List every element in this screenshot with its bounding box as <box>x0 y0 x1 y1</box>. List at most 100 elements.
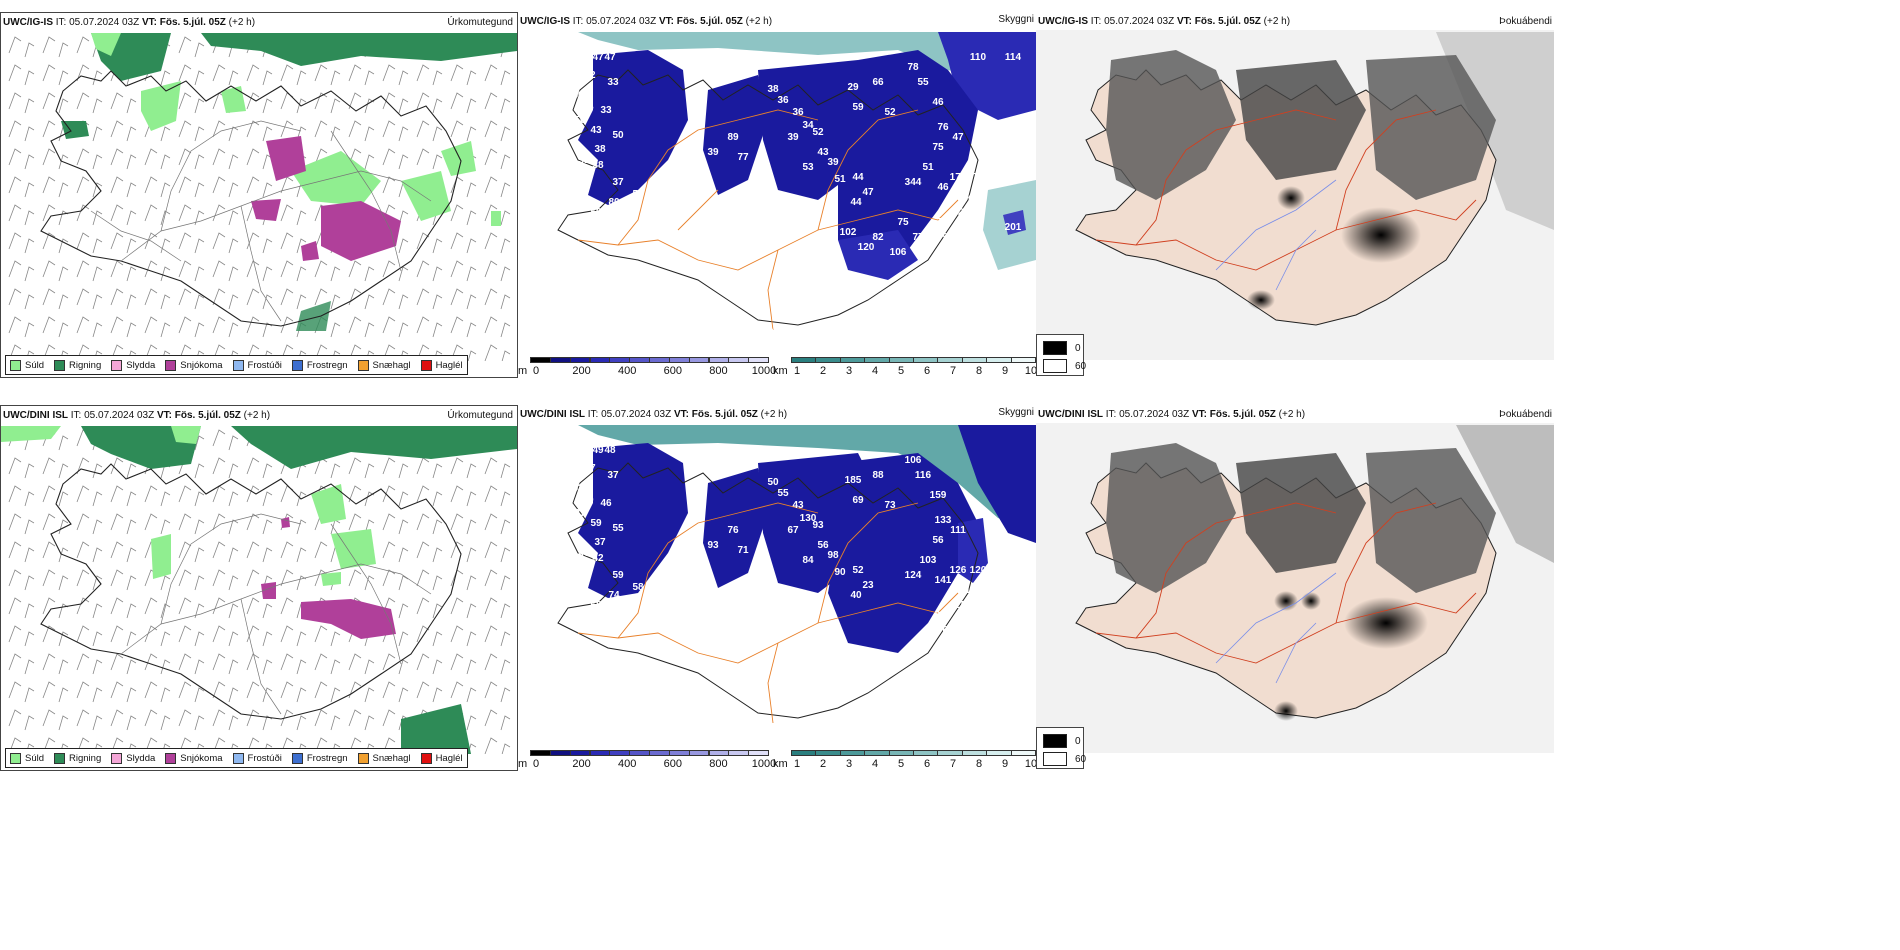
iceland-outline <box>40 463 462 720</box>
colorbar-tick-label: 8 <box>975 758 983 770</box>
colorbar-segment <box>549 750 571 756</box>
cloud-base-value: 23 <box>862 580 874 591</box>
fog-legend-item: 60 <box>1043 752 1086 766</box>
cloud-base-value: 36 <box>792 107 804 118</box>
colorbar-segment <box>986 750 1012 756</box>
colorbar-segment <box>530 357 551 363</box>
cloud-base-value: 114 <box>1005 52 1022 63</box>
precip-drizzle-areas <box>91 33 501 226</box>
legend-swatch <box>420 359 432 371</box>
cloud-base-colorbar: m 0 200 400 600 800 1000 <box>518 750 776 772</box>
cloud-base-value: 89 <box>572 610 584 621</box>
colorbar-segment <box>815 750 841 756</box>
colorbar-tick-label: 800 <box>709 758 728 770</box>
colorbar-segment <box>864 357 890 363</box>
fog-map[interactable] <box>1036 30 1554 360</box>
colorbar-segment <box>530 750 551 756</box>
cloud-base-value: 120 <box>858 242 875 253</box>
colorbar-tick-label: 1000 <box>751 365 777 377</box>
precip-legend: Súld Rigning Slydda Snjókoma Frostúði Fr… <box>5 748 468 768</box>
colorbar-tick-label: 600 <box>663 365 682 377</box>
cloud-base-value: 64 <box>962 192 974 203</box>
fog-legend-item: 0 <box>1043 341 1081 355</box>
fog-dark-areas <box>1106 443 1496 721</box>
cloud-base-value: 43 <box>792 500 804 511</box>
cloud-base-value: 43 <box>817 147 829 158</box>
legend-item: Frostregn <box>291 359 348 371</box>
cloud-base-value: 51 <box>922 162 934 173</box>
cloud-base-value: 201 <box>1005 222 1022 233</box>
cloud-base-value: 33 <box>600 105 612 116</box>
cloud-base-value: 55 <box>917 77 929 88</box>
precip-map[interactable] <box>1 31 517 361</box>
legend-item: Snjókoma <box>165 359 223 371</box>
cloud-base-value: 125 <box>950 600 967 611</box>
cloud-base-value: 141 <box>935 575 952 586</box>
cloud-base-value: 93 <box>707 540 719 551</box>
cloud-base-value: 58 <box>632 582 644 593</box>
precip-map[interactable] <box>1 424 517 754</box>
cloud-base-value: 29 <box>847 82 859 93</box>
cloud-base-value: 63 <box>942 625 954 636</box>
colorbar-tick-label: 0 <box>532 365 540 377</box>
fog-dark-areas <box>1106 50 1496 310</box>
cloud-base-value: 47 <box>592 52 604 63</box>
colorbar-tick-label: 5 <box>897 758 905 770</box>
colorbar-tick-label: 4 <box>871 758 879 770</box>
cloud-base-value: 56 <box>574 115 586 126</box>
cloud-base-value: 47 <box>952 132 964 143</box>
colorbar-tick-label: 7 <box>949 365 957 377</box>
cloud-base-value: 39 <box>827 157 839 168</box>
colorbar-segment <box>937 357 963 363</box>
legend-item: Haglél <box>420 359 463 371</box>
fog-legend-swatch <box>1043 752 1067 766</box>
colorbar-tick-label: 6 <box>923 365 931 377</box>
cloud-base-value: 52 <box>884 107 896 118</box>
cloud-base-value: 51 <box>578 155 590 166</box>
visibility-colorbar: km 1 2 3 4 5 6 7 8 9 10 <box>773 750 1036 772</box>
legend-swatch <box>232 359 244 371</box>
cloud-base-value: 50 <box>632 189 644 200</box>
colorbar-tick-label: 3 <box>845 758 853 770</box>
legend-swatch <box>420 752 432 764</box>
colorbar-segment <box>986 357 1012 363</box>
cloud-base-value: 76 <box>937 217 949 228</box>
colorbar-tick-label: 9 <box>1001 365 1009 377</box>
legend-swatch <box>291 359 303 371</box>
fog-legend: 0 60 <box>1036 334 1086 376</box>
panel-title: UWC/IG-IS IT: 05.07.2024 03Z VT: Fös. 5.… <box>3 17 256 28</box>
fog-legend: 0 60 <box>1036 727 1086 769</box>
colorbar-tick-label: 7 <box>949 758 957 770</box>
panel-title: UWC/DINI ISL IT: 05.07.2024 03Z VT: Fös.… <box>520 409 788 420</box>
legend-swatch <box>111 359 123 371</box>
colorbar-segment <box>888 357 914 363</box>
colorbar-segment <box>728 357 750 363</box>
fog-map[interactable] <box>1036 423 1554 753</box>
visibility-areas <box>578 425 1036 543</box>
colorbar-segment <box>609 357 631 363</box>
colorbar-tick-label: 1 <box>793 758 801 770</box>
cloud-base-value: 120 <box>970 565 987 576</box>
fog-legend-swatch <box>1043 359 1067 373</box>
legend-item: Slydda <box>111 752 155 764</box>
visibility-unit: km <box>773 758 788 770</box>
cloud-base-value: 53 <box>667 192 679 203</box>
cloud-base-value: 210 <box>935 610 952 621</box>
panel-title: UWC/DINI ISL IT: 05.07.2024 03Z VT: Fös.… <box>3 410 271 421</box>
legend-swatch <box>54 752 66 764</box>
cloud-base-value: 92 <box>942 232 954 243</box>
colorbar-segment <box>649 750 670 756</box>
cloud-base-value: 69 <box>852 495 864 506</box>
colorbar-segment <box>589 357 611 363</box>
cloud-base-value: 38 <box>592 160 604 171</box>
cloud-base-value: 46 <box>600 498 612 509</box>
colorbar-segment <box>708 357 730 363</box>
legend-item: Frostúði <box>232 752 282 764</box>
cloud-base-value: 77 <box>912 232 924 243</box>
cloud-base-value: 76 <box>937 122 949 133</box>
panel-type-label: Úrkomutegund <box>447 410 513 421</box>
colorbar-tick-label: 400 <box>618 758 637 770</box>
